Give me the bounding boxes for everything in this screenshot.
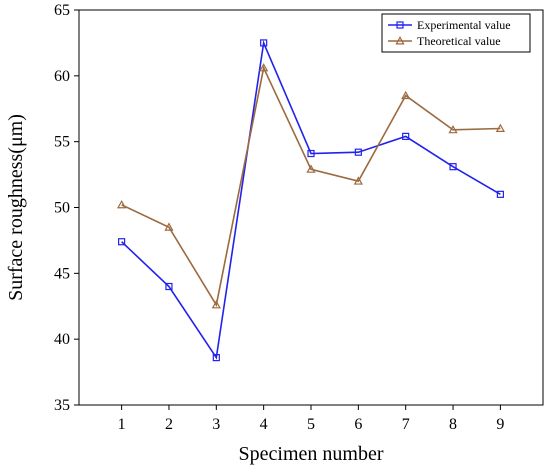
y-tick-label: 40 xyxy=(54,331,70,348)
data-point xyxy=(118,238,126,246)
series-line xyxy=(121,65,501,308)
legend-box xyxy=(381,13,531,53)
x-tick-label: 1 xyxy=(118,416,126,433)
x-tick-label: 8 xyxy=(449,416,457,433)
x-axis-title: Specimen number xyxy=(239,443,384,465)
data-point xyxy=(259,63,269,72)
x-tick-label: 6 xyxy=(354,416,362,433)
data-point xyxy=(495,123,506,132)
series-theoretical xyxy=(116,63,506,309)
y-tick-label: 55 xyxy=(54,134,70,151)
y-tick-label: 35 xyxy=(54,397,70,414)
data-point xyxy=(116,200,127,209)
legend-item: Theoretical value xyxy=(388,34,501,48)
series-experimental xyxy=(118,39,504,362)
data-point xyxy=(164,222,174,231)
x-tick-label: 9 xyxy=(496,416,504,433)
legend: Experimental value Theoretical value xyxy=(381,13,531,53)
data-point xyxy=(402,132,410,140)
x-tick-label: 5 xyxy=(307,416,315,433)
data-point xyxy=(401,90,411,100)
x-tick-label: 3 xyxy=(212,416,220,433)
data-point xyxy=(448,124,458,134)
y-axis: 35 40 45 50 55 60 65 xyxy=(54,2,79,414)
legend-swatch-marker xyxy=(396,21,404,29)
y-tick-label: 60 xyxy=(54,68,70,85)
data-point xyxy=(165,282,173,291)
data-point xyxy=(354,148,362,156)
legend-swatch-marker xyxy=(395,36,405,45)
data-point xyxy=(212,354,220,362)
x-tick-label: 4 xyxy=(260,416,268,433)
y-tick-label: 65 xyxy=(54,2,70,19)
legend-item: Experimental value xyxy=(388,18,511,32)
data-point xyxy=(353,176,363,185)
series-line xyxy=(121,40,501,360)
legend-label: Theoretical value xyxy=(417,34,501,48)
data-point xyxy=(496,190,504,198)
data-point xyxy=(307,149,315,158)
y-tick-label: 45 xyxy=(54,265,70,282)
data-point xyxy=(449,163,457,171)
y-tick-label: 50 xyxy=(54,200,70,217)
x-tick-label: 7 xyxy=(402,416,410,433)
plot-frame xyxy=(78,9,544,406)
x-axis: 1 2 3 4 5 6 7 8 9 xyxy=(118,405,504,433)
data-point xyxy=(211,300,221,309)
x-tick-label: 2 xyxy=(165,416,173,433)
y-axis-title: Surface roughness(μm) xyxy=(5,114,27,301)
legend-items: Experimental value Theoretical value xyxy=(388,18,511,48)
series-layer xyxy=(116,39,506,362)
data-point xyxy=(260,39,268,47)
data-point xyxy=(306,164,316,173)
legend-label: Experimental value xyxy=(417,18,511,32)
